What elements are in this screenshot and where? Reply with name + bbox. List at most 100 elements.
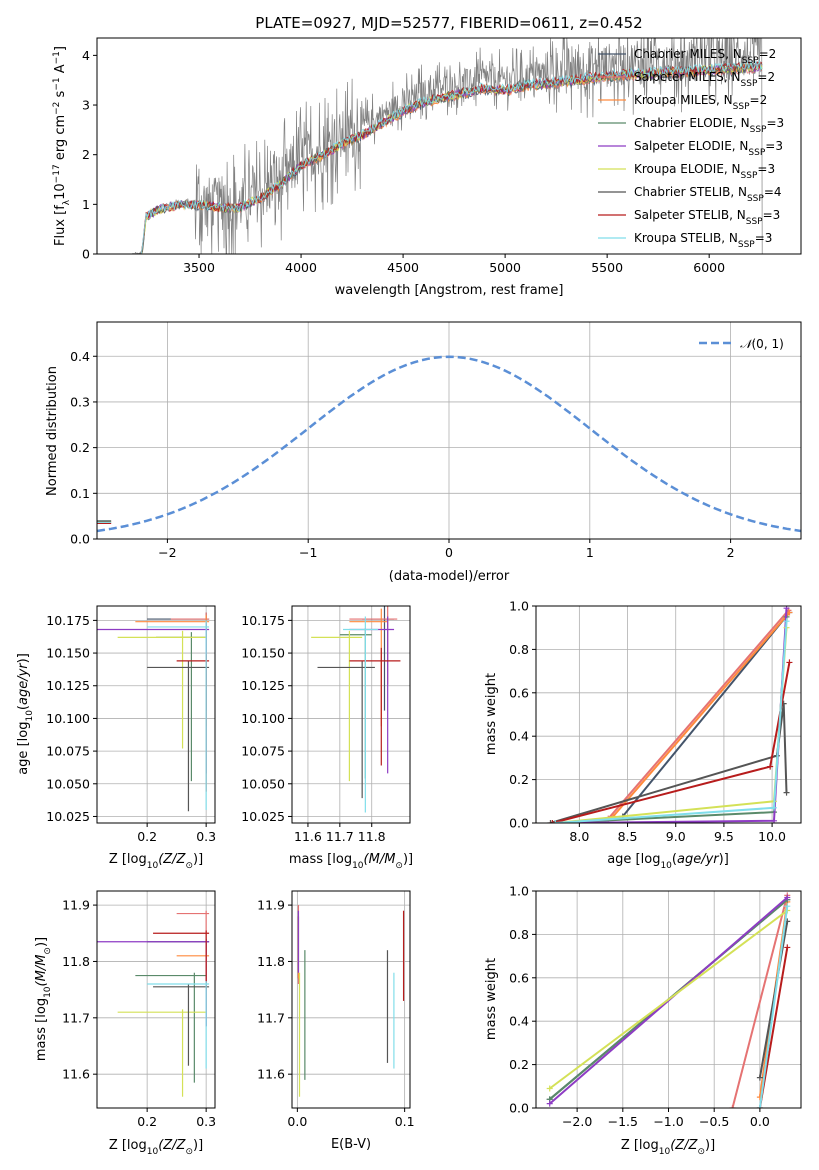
spectrum-model-line-9 [132, 59, 763, 254]
legend-entry-part: Chabrier ELODIE, N [634, 116, 750, 130]
weight-vs-Z-xlabel-part: (Z/Z [670, 1138, 698, 1153]
x-tick-label: 0.0 [287, 1114, 307, 1129]
axes-frame [291, 605, 411, 824]
y-tick-label: 11.6 [257, 1067, 285, 1082]
spectrum-ylabel-part: −17 [52, 164, 62, 183]
legend-entry: Kroupa ELODIE, NSSP=3 [634, 162, 775, 181]
y-tick-label: 0.6 [509, 685, 529, 700]
y-tick-label: 3 [82, 98, 90, 113]
y-tick-label: 1.0 [509, 884, 529, 899]
y-tick-label: 10.150 [241, 646, 285, 661]
weight-marker [771, 804, 778, 811]
age-vs-Z-ylabel-part: age/yr [16, 662, 31, 705]
age-vs-mass-xlabel-part: )] [403, 852, 413, 867]
weight-marker [786, 609, 793, 616]
x-tick-label: 5500 [591, 260, 623, 275]
x-tick-label: 10.0 [758, 829, 786, 844]
weight-vs-Z-xlabel-part: 10 [659, 1147, 671, 1157]
weight-vs-age-xlabel-part: 10 [660, 861, 672, 871]
x-tick-label: 11.8 [358, 829, 386, 844]
x-tick-label: 0.1 [395, 1114, 415, 1129]
age-vs-Z-xlabel-part: Z [log [109, 852, 147, 867]
legend-entry-part: =3 [757, 162, 775, 176]
histogram-series-9 [97, 521, 112, 539]
legend-entry-part: SSP [748, 148, 765, 158]
x-tick-label: 11.6 [294, 829, 322, 844]
y-tick-label: 0.0 [70, 532, 90, 547]
x-tick-label: −2 [158, 545, 176, 560]
weight-marker [767, 763, 774, 770]
y-tick-label: 4 [82, 48, 90, 63]
y-tick-label: 10.100 [241, 711, 285, 726]
plot-area [547, 606, 793, 823]
plot-area [546, 892, 791, 1108]
y-tick-label: 11.9 [257, 898, 285, 913]
weight-series-7 [550, 703, 788, 823]
weight-vs-age-xlabel: age [log10(age/yr)] [607, 852, 729, 871]
age-vs-mass-xlabel-part: (M/M [364, 852, 396, 867]
legend-entry: Chabrier ELODIE, NSSP=3 [634, 116, 784, 135]
y-tick-label: 0.0 [509, 1101, 529, 1116]
y-tick-label: 0.8 [509, 927, 529, 942]
legend-entry-part: Chabrier STELIB, N [634, 185, 747, 199]
age-vs-Z-ylabel-part: 10 [25, 710, 35, 722]
x-tick-label: 9.0 [666, 829, 686, 844]
weight-vs-Z-xlabel: Z [log10(Z/Z⊙)] [621, 1138, 715, 1157]
weight-marker [786, 659, 793, 666]
x-tick-label: 0.2 [137, 829, 157, 844]
spectrum-ylabel-part: ] [53, 46, 68, 51]
y-tick-label: 10.025 [241, 809, 285, 824]
age-vs-Z-xlabel: Z [log10(Z/Z⊙)] [109, 852, 203, 871]
plot-area [97, 910, 210, 1097]
legend-entry: Chabrier STELIB, NSSP=4 [634, 185, 782, 204]
spectrum-ylabel-part: A [53, 64, 68, 77]
y-tick-label: 1.0 [509, 599, 529, 614]
legend-entry-part: =3 [765, 139, 783, 153]
mass-vs-ebv-panel: 0.0 0.1 11.6 11.7 11.8 11.9 E(B-V) [257, 890, 415, 1152]
axes-frame [96, 890, 216, 1109]
y-tick-label: 0.2 [509, 772, 529, 787]
axes-frame [96, 321, 802, 540]
age-vs-mass-xlabel-part: mass [log [289, 852, 352, 867]
normal-reference-curve [97, 355, 801, 533]
spectrum-ylabel: Flux [fλ10−17 erg cm−2 s−1 A−1] [52, 46, 72, 246]
legend-entry-part: =2 [759, 47, 777, 61]
histogram-series-8 [97, 523, 112, 539]
legend-entry-part: SSP [733, 102, 750, 112]
age-vs-mass-xlabel-part: ⊙ [395, 861, 403, 871]
y-tick-label: 0.8 [509, 642, 529, 657]
weight-marker [784, 903, 791, 910]
mass-vs-ebv-xlabel: E(B-V) [331, 1137, 371, 1152]
mass-vs-Z-xlabel-part: ⊙ [185, 1147, 193, 1157]
legend-entry-part: SSP [742, 56, 759, 66]
axes-frame [535, 890, 802, 1109]
x-tick-label: 0 [445, 545, 453, 560]
x-tick-label: 0.2 [137, 1114, 157, 1129]
mass-vs-Z-ylabel-part: (M/M [34, 955, 49, 987]
weight-vs-Z-xlabel-part: ⊙ [697, 1147, 705, 1157]
age-vs-Z-ylabel: age [log10(age/yr)] [16, 653, 35, 775]
mass-vs-Z-xlabel: Z [log10(Z/Z⊙)] [109, 1138, 203, 1157]
weight-series-2 [731, 895, 789, 1108]
spectrum-ylabel-part: s [53, 90, 68, 101]
x-tick-label: 4000 [285, 260, 317, 275]
weight-vs-Z-ylabel: mass weight [484, 958, 499, 1040]
weight-vs-age-panel: 8.0 8.5 9.0 9.5 10.0 0.0 0.2 0.4 0.6 0.8 1.0 age [l… [484, 599, 802, 871]
y-tick-label: 11.8 [257, 954, 285, 969]
weight-series-3 [612, 611, 791, 818]
weight-series-9 [758, 906, 789, 1108]
legend-entry-part: Salpeter ELODIE, N [634, 139, 748, 153]
age-vs-Z-ylabel-part: ( [16, 705, 31, 710]
legend-entry-part: =2 [757, 70, 775, 84]
weight-vs-age-xlabel-part: age/yr [677, 852, 720, 867]
y-tick-label: 11.7 [62, 1010, 90, 1025]
axes-frame [96, 37, 802, 255]
y-tick-label: 10.025 [46, 809, 90, 824]
weight-vs-age-xlabel-part: age [log [607, 852, 660, 867]
y-tick-label: 10.075 [241, 744, 285, 759]
y-tick-label: 0.0 [509, 816, 529, 831]
spectrum-ylabel-part: λ [62, 199, 72, 205]
legend-entry: Chabrier MILES, NSSP=2 [634, 47, 776, 66]
x-tick-label: −1.0 [653, 1114, 683, 1129]
